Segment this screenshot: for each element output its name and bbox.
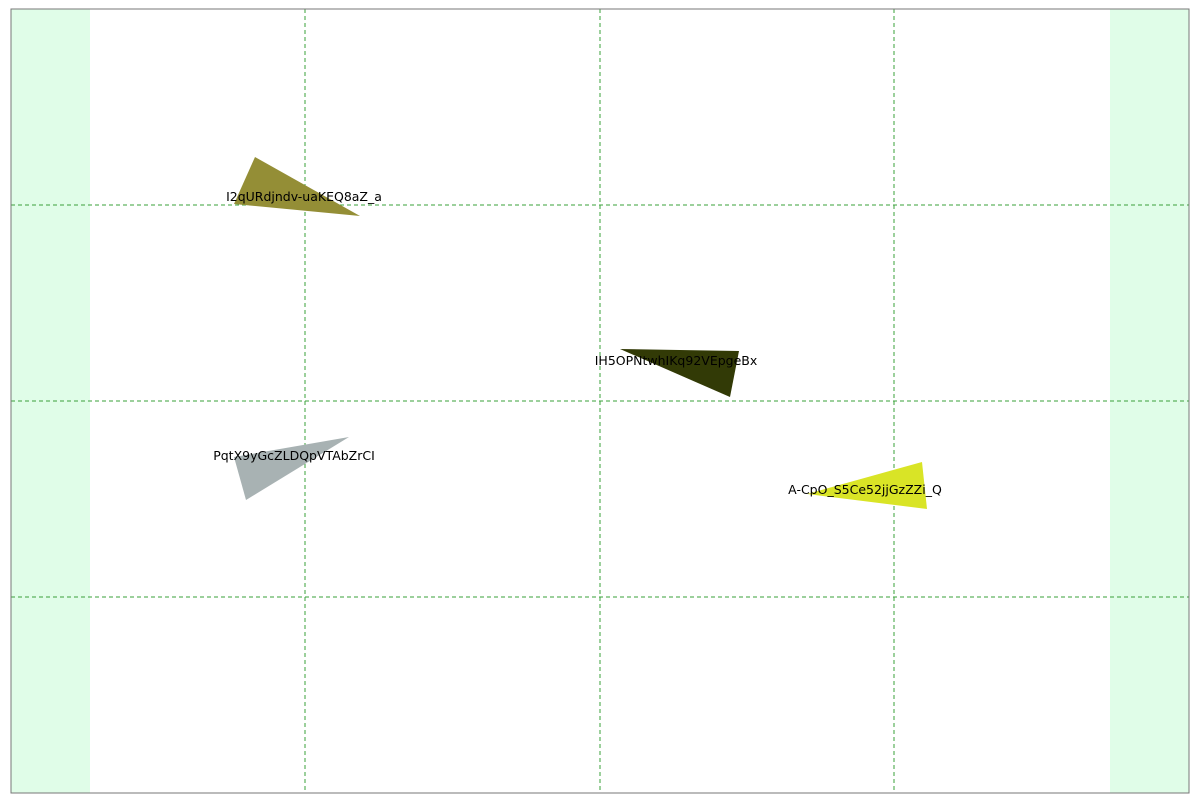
node-label: A-CpO_S5Ce52jjGzZZi_Q: [788, 482, 942, 497]
right-side-band: [1110, 9, 1189, 793]
triangle-shape[interactable]: [620, 349, 739, 397]
diagram-frame: [10, 8, 1190, 794]
left-side-band: [11, 9, 90, 793]
node-label: I2qURdjndv-uaKEQ8aZ_a: [226, 189, 382, 204]
triangle-node[interactable]: IH5OPNtwhIKq92VEpgeBx: [595, 349, 758, 397]
triangle-shape[interactable]: [807, 462, 927, 509]
triangle-node[interactable]: I2qURdjndv-uaKEQ8aZ_a: [226, 157, 382, 216]
node-label: IH5OPNtwhIKq92VEpgeBx: [595, 353, 758, 368]
node-label: PqtX9yGcZLDQpVTAbZrCI: [213, 448, 375, 463]
triangle-node[interactable]: A-CpO_S5Ce52jjGzZZi_Q: [788, 462, 942, 509]
triangle-shape[interactable]: [234, 157, 360, 216]
grid: [11, 9, 1189, 793]
triangle-shape[interactable]: [234, 437, 349, 500]
triangle-node[interactable]: PqtX9yGcZLDQpVTAbZrCI: [213, 437, 375, 500]
